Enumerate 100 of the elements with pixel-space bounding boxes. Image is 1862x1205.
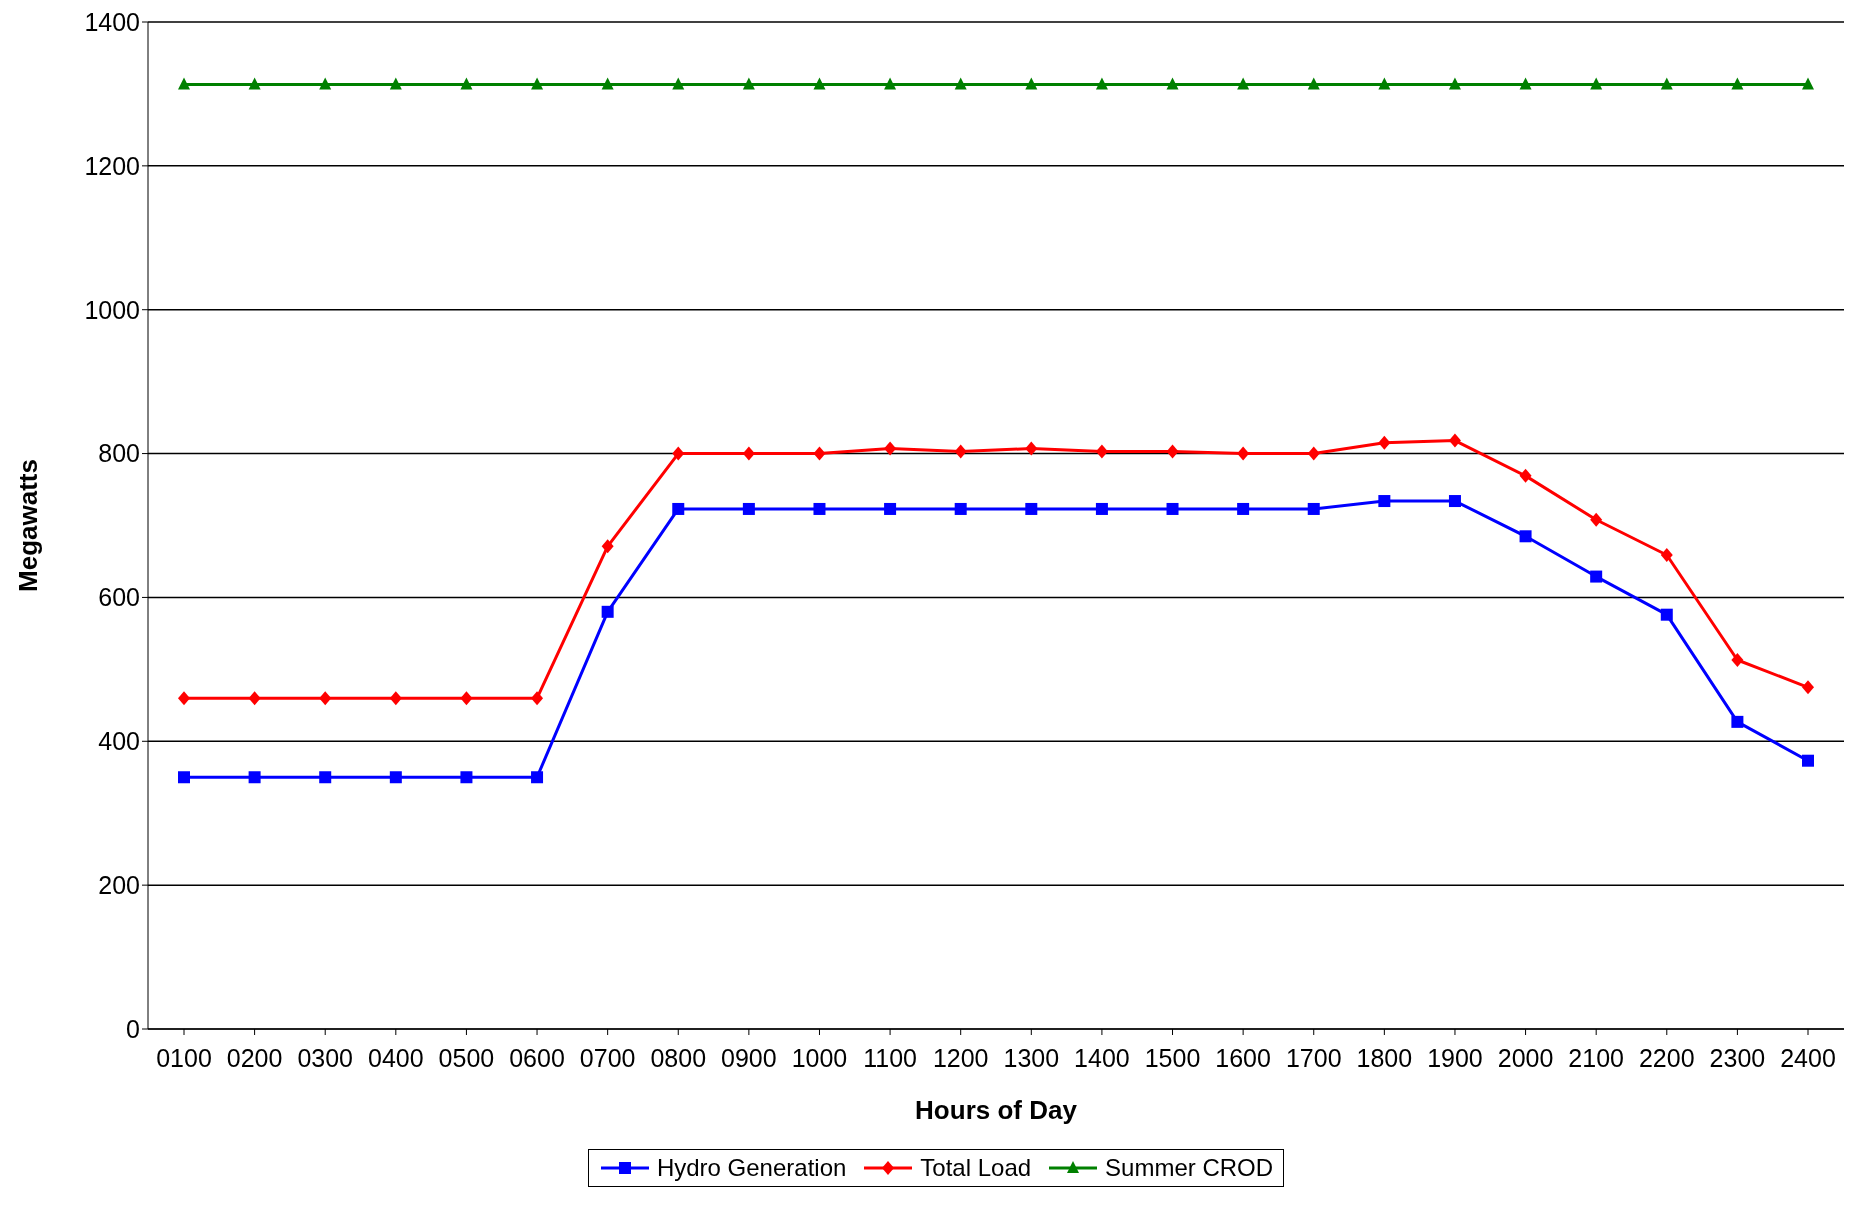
y-tick-label: 600 (98, 583, 140, 612)
point (1448, 495, 1461, 508)
point (531, 771, 544, 784)
x-axis-title: Hours of Day (915, 1095, 1078, 1125)
point (1731, 653, 1744, 668)
x-tick-label: 1600 (1215, 1043, 1271, 1072)
y-tick-label: 200 (98, 871, 140, 900)
x-tick-label: 0200 (226, 1043, 283, 1072)
x-tick-label: 0500 (438, 1043, 495, 1072)
x-tick-label: 1700 (1285, 1043, 1342, 1072)
point (1660, 77, 1673, 90)
y-axis-title: Megawatts (13, 459, 44, 592)
x-tick-label: 1100 (863, 1043, 917, 1072)
point (1660, 547, 1673, 562)
x-tick-label: 2000 (1497, 1043, 1554, 1072)
point (1519, 77, 1532, 90)
point (460, 691, 473, 706)
point (672, 446, 685, 461)
point (1237, 446, 1250, 461)
x-tick-label: 0100 (156, 1043, 212, 1072)
point (813, 446, 826, 461)
point (1166, 502, 1179, 515)
point (1802, 77, 1814, 90)
x-tick-label: 2300 (1709, 1043, 1766, 1072)
point (1025, 441, 1038, 456)
point (672, 77, 685, 90)
point (601, 539, 614, 554)
legend-label: Hydro Generation (656, 1154, 847, 1182)
point (1095, 77, 1108, 90)
point (954, 502, 967, 515)
y-tick-label: 1400 (84, 7, 140, 36)
y-tick-label: 400 (98, 727, 140, 756)
point (1590, 512, 1603, 527)
point (389, 77, 402, 90)
y-tick-label: 1200 (84, 151, 140, 180)
point (248, 691, 261, 706)
point (319, 771, 332, 784)
legend-label: Total Load (920, 1154, 1032, 1182)
x-tick-label: 1800 (1356, 1043, 1413, 1072)
point (601, 77, 614, 90)
x-tick-label: 1200 (932, 1043, 989, 1072)
point (178, 77, 190, 90)
point (531, 77, 544, 90)
point (460, 771, 473, 784)
point (742, 77, 755, 90)
point (1237, 502, 1250, 515)
point (1025, 502, 1038, 515)
point (1237, 77, 1250, 90)
y-tick-label: 1000 (84, 295, 140, 324)
point (248, 77, 261, 90)
point (1095, 502, 1108, 515)
point (1307, 502, 1320, 515)
x-tick-label: 0600 (509, 1043, 565, 1072)
point (1519, 530, 1532, 543)
point (1378, 435, 1391, 450)
x-tick-label: 2400 (1780, 1043, 1836, 1072)
point (319, 77, 332, 90)
point (601, 605, 614, 618)
y-tick-label: 800 (98, 439, 140, 468)
x-tick-label: 1300 (1003, 1043, 1060, 1072)
y-tick-label: 0 (126, 1014, 140, 1043)
point (1448, 433, 1461, 448)
point (1802, 754, 1814, 767)
point (1166, 77, 1179, 90)
point (389, 771, 402, 784)
point (1025, 77, 1038, 90)
x-tick-label: 1500 (1144, 1043, 1201, 1072)
point (1519, 468, 1532, 483)
point (178, 771, 190, 784)
point (1590, 77, 1603, 90)
point (1378, 495, 1391, 508)
x-tick-label: 2100 (1568, 1043, 1624, 1072)
x-tick-label: 2200 (1638, 1043, 1695, 1072)
point (1307, 446, 1320, 461)
x-tick-label: 0900 (721, 1043, 777, 1072)
point (460, 77, 473, 90)
x-tick-label: 0400 (368, 1043, 424, 1072)
point (1590, 570, 1603, 583)
point (1731, 77, 1744, 90)
point (531, 691, 544, 706)
point (1802, 680, 1814, 695)
point (1307, 77, 1320, 90)
x-tick-label: 1000 (791, 1043, 848, 1072)
x-tick-label: 1900 (1427, 1043, 1483, 1072)
point (1731, 715, 1744, 728)
x-tick-label: 0800 (650, 1043, 707, 1072)
point (813, 502, 826, 515)
legend-label: Summer CROD (1105, 1154, 1274, 1182)
x-tick-label: 0300 (297, 1043, 354, 1072)
point (884, 77, 897, 90)
point (1660, 608, 1673, 621)
point (1166, 444, 1179, 459)
point (884, 441, 897, 456)
point (742, 446, 755, 461)
point (248, 771, 261, 784)
point (672, 502, 685, 515)
x-tick-label: 1400 (1074, 1043, 1130, 1072)
point (742, 502, 755, 515)
point (319, 691, 332, 706)
point (389, 691, 402, 706)
